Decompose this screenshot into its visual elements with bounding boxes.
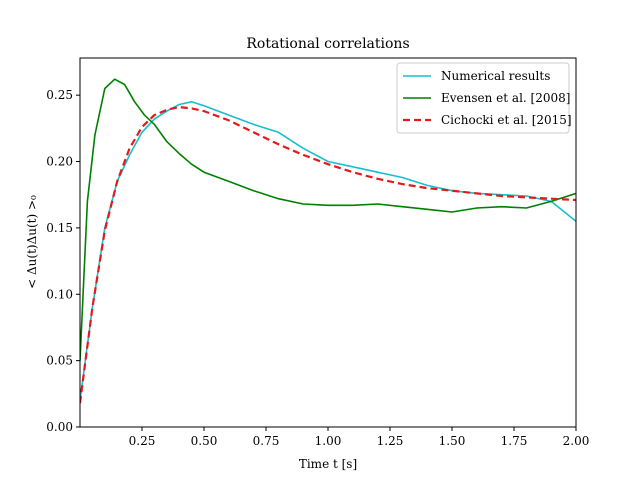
x-tick-label: 1.50: [439, 434, 466, 448]
y-axis: 0.00 0.05 0.10 0.15 0.20 0.25: [46, 88, 80, 434]
series-line-2: [80, 105, 576, 404]
series-line-0: [80, 101, 576, 401]
y-tick-label: 0.10: [46, 287, 73, 301]
x-tick-label: 2.00: [563, 434, 590, 448]
y-tick-label: 0.00: [46, 420, 73, 434]
legend-box: [396, 62, 570, 134]
x-axis-label: Time t [s]: [299, 457, 357, 471]
x-axis: 0.25 0.50 0.75 1.00 1.25 1.50 1.75 2.00: [129, 427, 590, 448]
plot-area: [80, 78, 576, 404]
y-tick-label: 0.15: [46, 221, 73, 235]
y-tick-label: 0.20: [46, 155, 73, 169]
x-tick-label: 1.25: [377, 434, 404, 448]
chart-title: Rotational correlations: [246, 36, 409, 52]
y-tick-label: 0.25: [46, 88, 73, 102]
x-tick-label: 1.00: [315, 434, 342, 448]
series-line-1: [80, 78, 576, 361]
legend-label: Evensen et al. [2008]: [441, 91, 570, 105]
legend-label: Cichocki et al. [2015]: [441, 113, 572, 127]
x-tick-label: 1.75: [501, 434, 528, 448]
x-tick-label: 0.75: [253, 434, 280, 448]
x-tick-label: 0.25: [129, 434, 156, 448]
legend-label: Numerical results: [441, 69, 550, 83]
legend: Numerical results Evensen et al. [2008] Ci…: [396, 62, 572, 134]
x-tick-label: 0.50: [191, 434, 218, 448]
y-axis-label: < Δu(t)Δu(t) >₀: [25, 195, 39, 289]
y-tick-label: 0.05: [46, 354, 73, 368]
